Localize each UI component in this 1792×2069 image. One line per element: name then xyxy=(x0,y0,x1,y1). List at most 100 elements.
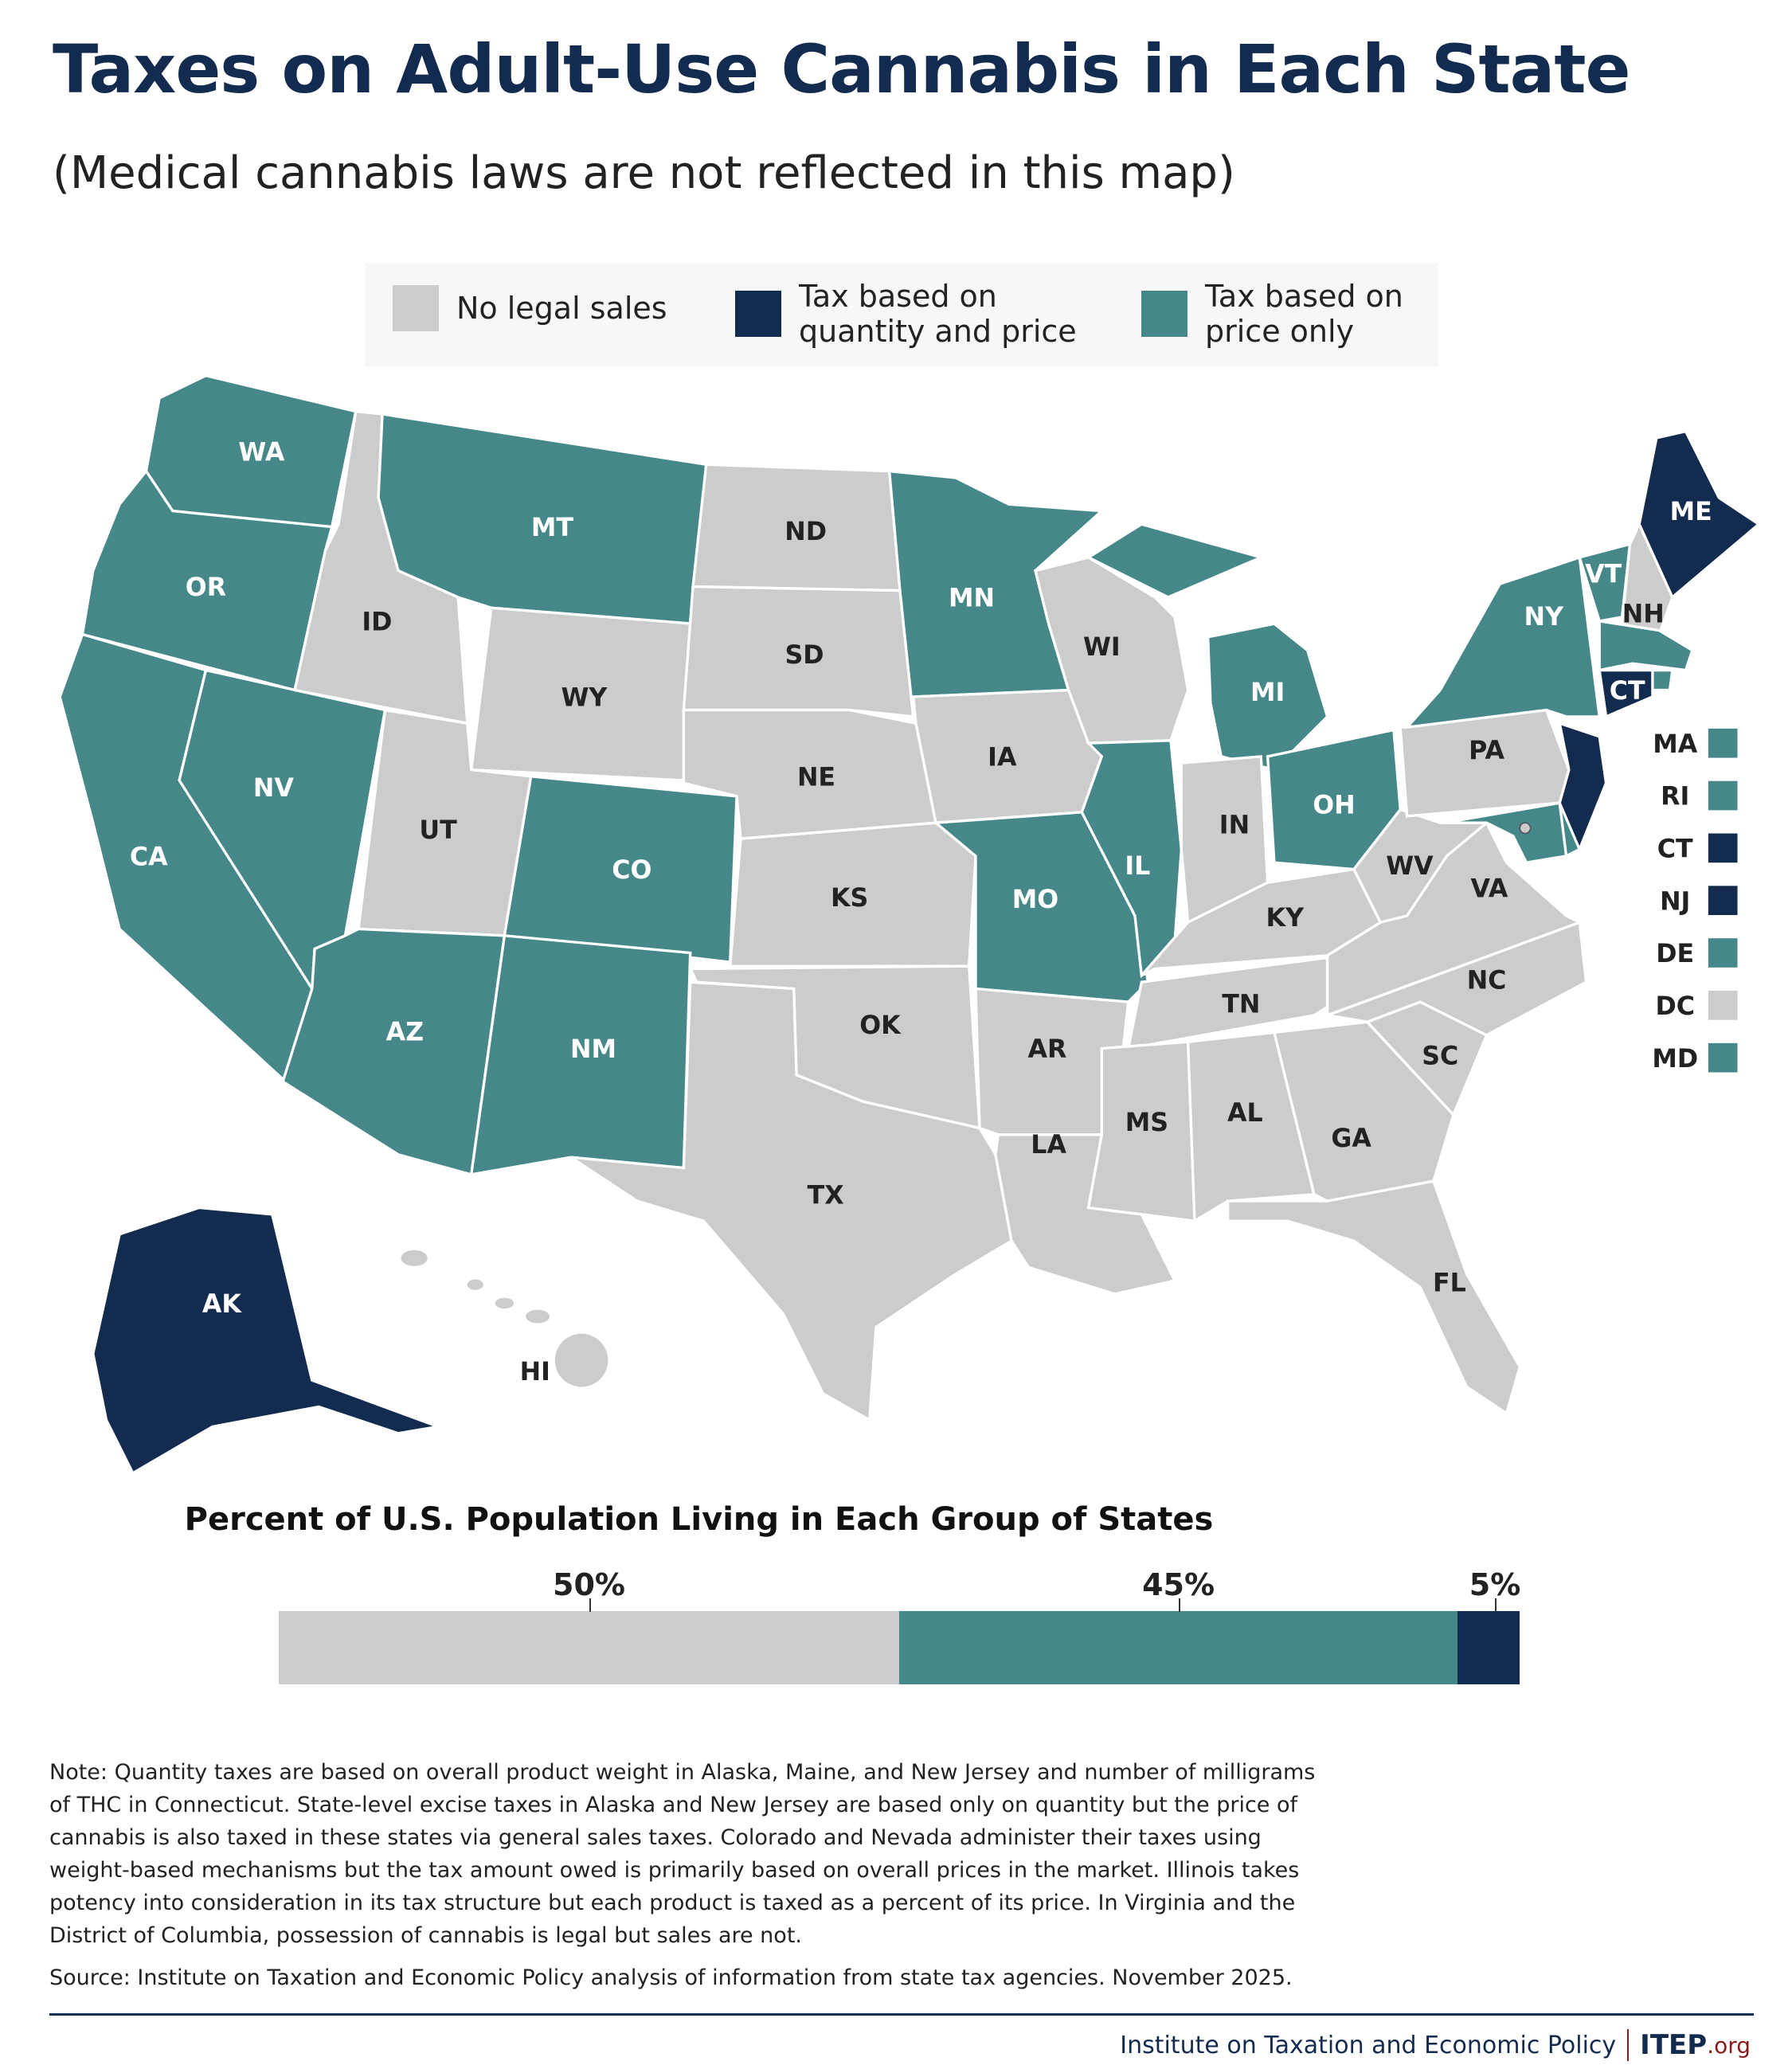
state-hi[interactable] xyxy=(401,1250,428,1266)
state-label-or: OR xyxy=(186,573,226,602)
state-label-ct: CT xyxy=(1610,677,1645,706)
state-label-hi: HI xyxy=(520,1358,550,1387)
state-label-wy: WY xyxy=(561,684,608,713)
state-wi[interactable] xyxy=(1033,556,1190,745)
state-label-nd: ND xyxy=(784,518,827,546)
small-state-box-de[interactable] xyxy=(1708,938,1738,968)
bar-segment-1 xyxy=(899,1611,1458,1684)
small-state-label-de: DE xyxy=(1656,940,1694,968)
state-label-az: AZ xyxy=(386,1018,424,1046)
state-tx[interactable] xyxy=(569,980,1013,1422)
state-ri[interactable] xyxy=(1651,668,1674,692)
state-mi[interactable] xyxy=(1206,622,1329,772)
small-state-label-dc: DC xyxy=(1655,992,1695,1021)
map-legend: No legal sales Tax based on quantity and … xyxy=(365,263,1438,366)
source-text: Source: Institute on Taxation and Econom… xyxy=(49,1965,1293,1990)
state-label-mt: MT xyxy=(531,514,574,542)
state-label-nv: NV xyxy=(253,774,294,803)
footer-separator xyxy=(1627,2029,1630,2061)
state-ak[interactable] xyxy=(92,1206,444,1476)
state-label-ut: UT xyxy=(419,816,457,845)
state-label-sc: SC xyxy=(1422,1042,1458,1070)
state-label-mi: MI xyxy=(1250,679,1285,707)
state-label-ms: MS xyxy=(1125,1109,1168,1137)
state-label-mo: MO xyxy=(1012,886,1058,914)
state-label-me: ME xyxy=(1670,498,1712,526)
state-fl[interactable] xyxy=(1226,1179,1522,1416)
state-label-sd: SD xyxy=(784,641,824,670)
state-hi[interactable] xyxy=(554,1333,608,1387)
bar-tick xyxy=(589,1598,591,1612)
state-md[interactable] xyxy=(1443,801,1568,865)
itep-logo-suffix: .org xyxy=(1707,2032,1751,2059)
state-dc[interactable] xyxy=(1519,822,1532,835)
legend-swatch xyxy=(393,285,439,331)
small-state-box-md[interactable] xyxy=(1708,1042,1738,1073)
bar-tick xyxy=(1495,1598,1497,1612)
state-label-ky: KY xyxy=(1266,904,1305,933)
state-az[interactable] xyxy=(281,927,507,1176)
bar-chart-title: Percent of U.S. Population Living in Eac… xyxy=(184,1501,1214,1538)
state-label-in: IN xyxy=(1219,812,1250,840)
footer: Institute on Taxation and Economic Polic… xyxy=(1120,2029,1751,2061)
state-label-ny: NY xyxy=(1524,603,1564,632)
bar-label: 5% xyxy=(1469,1567,1521,1602)
state-label-pa: PA xyxy=(1469,737,1504,765)
footer-org: Institute on Taxation and Economic Polic… xyxy=(1120,2031,1617,2059)
legend-swatch xyxy=(735,291,781,337)
state-label-ks: KS xyxy=(831,884,868,913)
state-label-ne: NE xyxy=(797,764,835,792)
state-mi[interactable] xyxy=(1086,522,1266,599)
page-subtitle: (Medical cannabis laws are not reflected… xyxy=(53,147,1235,199)
state-label-ca: CA xyxy=(130,843,168,872)
state-label-id: ID xyxy=(362,608,392,637)
state-label-il: IL xyxy=(1125,852,1150,881)
legend-item-price: Tax based on price only xyxy=(1141,279,1403,349)
small-state-label-ma: MA xyxy=(1653,730,1698,759)
bar-label: 45% xyxy=(1142,1567,1215,1602)
legend-label: quantity and price xyxy=(799,314,1077,349)
small-state-label-nj: NJ xyxy=(1660,887,1690,916)
state-nh[interactable] xyxy=(1620,521,1674,636)
state-label-co: CO xyxy=(612,856,651,885)
state-ny[interactable] xyxy=(1403,555,1602,729)
state-al[interactable] xyxy=(1186,1031,1317,1224)
state-ks[interactable] xyxy=(728,821,977,968)
state-label-wv: WV xyxy=(1386,852,1434,881)
state-label-tx: TX xyxy=(808,1181,844,1210)
state-label-wi: WI xyxy=(1083,633,1121,662)
legend-label: price only xyxy=(1205,314,1355,349)
state-ct[interactable] xyxy=(1598,668,1654,719)
bar-segment-0 xyxy=(279,1611,899,1684)
legend-label: Tax based on xyxy=(1205,279,1403,314)
state-hi[interactable] xyxy=(495,1297,515,1309)
small-state-box-ct[interactable] xyxy=(1708,833,1738,863)
small-state-box-ri[interactable] xyxy=(1708,780,1738,811)
note-text: Note: Quantity taxes are based on overal… xyxy=(49,1760,1316,1948)
state-label-ga: GA xyxy=(1331,1124,1371,1153)
small-state-box-ma[interactable] xyxy=(1708,728,1738,758)
state-label-nm: NM xyxy=(570,1035,616,1064)
state-label-nc: NC xyxy=(1467,967,1507,995)
small-state-label-md: MD xyxy=(1652,1045,1698,1074)
bar-segment-2 xyxy=(1457,1611,1520,1684)
state-label-wa: WA xyxy=(238,438,284,467)
legend-label: No legal sales xyxy=(456,291,667,326)
small-state-label-ri: RI xyxy=(1661,783,1689,812)
small-state-box-nj[interactable] xyxy=(1708,886,1738,916)
state-hi[interactable] xyxy=(467,1279,483,1290)
state-label-ia: IA xyxy=(988,744,1017,772)
state-label-va: VA xyxy=(1470,875,1508,904)
state-sd[interactable] xyxy=(682,585,915,718)
itep-logo[interactable]: ITEP xyxy=(1640,2029,1708,2061)
state-hi[interactable] xyxy=(526,1309,550,1324)
state-label-ak: AK xyxy=(202,1290,242,1319)
small-state-box-dc[interactable] xyxy=(1708,991,1738,1020)
state-label-oh: OH xyxy=(1313,792,1355,820)
state-label-ok: OK xyxy=(859,1011,902,1040)
bar-tick xyxy=(1178,1598,1180,1612)
state-me[interactable] xyxy=(1637,429,1761,600)
state-label-tn: TN xyxy=(1222,991,1260,1019)
legend-item-none: No legal sales xyxy=(393,285,667,331)
